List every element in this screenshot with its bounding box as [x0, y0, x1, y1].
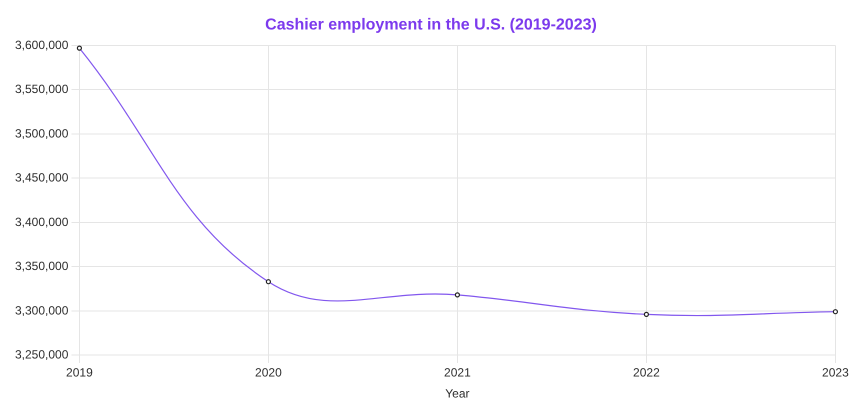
svg-text:3,400,000: 3,400,000	[15, 215, 69, 229]
svg-text:Cashier employment in the U.S.: Cashier employment in the U.S. (2019-202…	[265, 17, 597, 34]
svg-text:2022: 2022	[633, 365, 660, 379]
svg-text:2021: 2021	[444, 365, 471, 379]
svg-text:2020: 2020	[255, 365, 282, 379]
svg-text:3,300,000: 3,300,000	[15, 303, 69, 317]
svg-text:3,550,000: 3,550,000	[15, 82, 69, 96]
svg-text:3,500,000: 3,500,000	[15, 126, 69, 140]
svg-text:2019: 2019	[66, 365, 93, 379]
svg-text:3,350,000: 3,350,000	[15, 259, 69, 273]
svg-text:3,250,000: 3,250,000	[15, 348, 69, 362]
svg-text:3,600,000: 3,600,000	[15, 38, 69, 52]
svg-text:3,450,000: 3,450,000	[15, 171, 69, 185]
svg-text:Year: Year	[445, 387, 469, 401]
svg-text:2023: 2023	[822, 365, 849, 379]
